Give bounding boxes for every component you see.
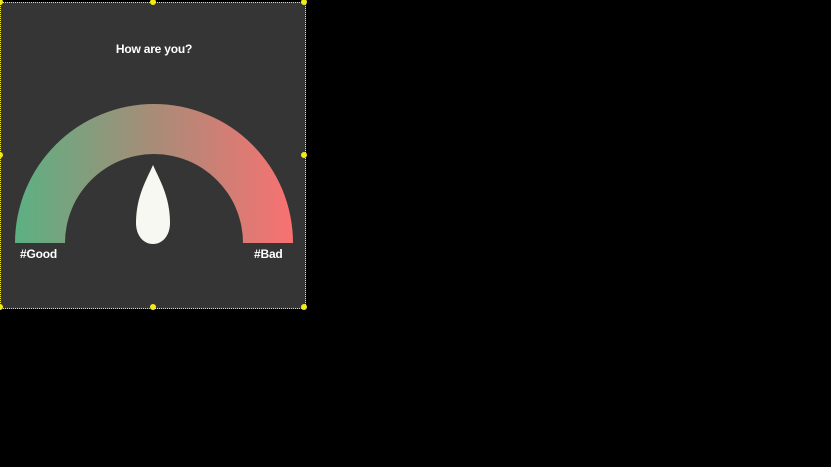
needle-icon <box>136 165 170 244</box>
gauge-title: How are you? <box>115 42 193 56</box>
gauge-needle <box>136 165 170 244</box>
resize-handle-left[interactable] <box>0 152 3 158</box>
gauge-min-label: #Good <box>20 247 57 261</box>
gauge-widget[interactable]: How are you? #Good #Bad <box>0 0 307 310</box>
resize-handle-top-left[interactable] <box>0 0 3 5</box>
resize-handle-top-right[interactable] <box>301 0 307 5</box>
resize-handle-right[interactable] <box>301 152 307 158</box>
gauge-graphic <box>15 104 293 244</box>
resize-handle-top[interactable] <box>150 0 156 5</box>
gauge-max-label: #Bad <box>254 247 283 261</box>
resize-handle-bottom-left[interactable] <box>0 304 3 310</box>
gauge-arc <box>15 104 293 243</box>
resize-handle-bottom[interactable] <box>150 304 156 310</box>
resize-handle-bottom-right[interactable] <box>301 304 307 310</box>
